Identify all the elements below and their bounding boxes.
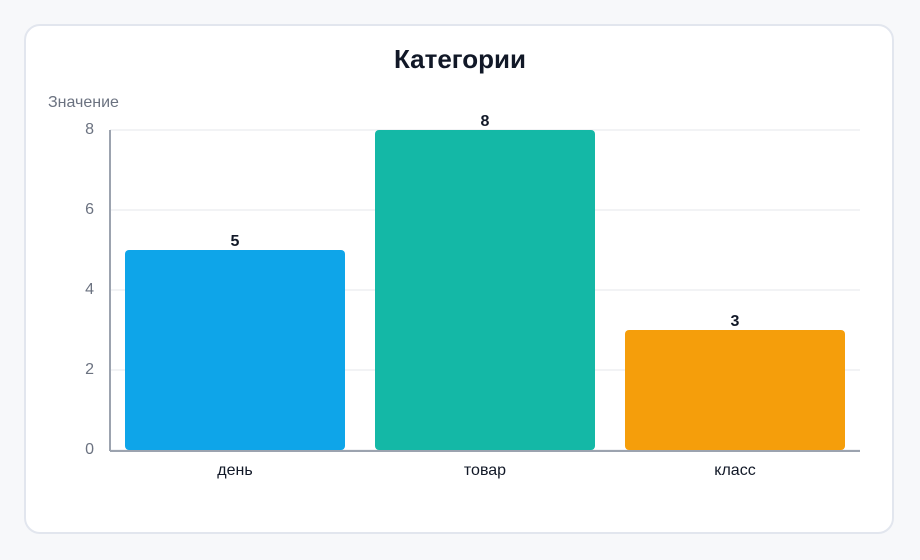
y-tick-label: 4 bbox=[85, 281, 94, 298]
x-tick-label: день bbox=[217, 462, 252, 479]
x-tick-label: товар bbox=[464, 462, 506, 479]
bar bbox=[375, 130, 595, 450]
bar bbox=[125, 250, 345, 450]
x-tick-label: класс bbox=[714, 462, 755, 479]
y-axis-label: Значение bbox=[48, 94, 119, 111]
bar bbox=[625, 330, 845, 450]
y-tick-label: 8 bbox=[85, 121, 94, 138]
value-label: 8 bbox=[481, 113, 490, 130]
y-tick-label: 2 bbox=[85, 361, 94, 378]
y-tick-label: 0 bbox=[85, 441, 94, 458]
y-tick-label: 6 bbox=[85, 201, 94, 218]
value-label: 3 bbox=[731, 313, 740, 330]
value-label: 5 bbox=[231, 233, 240, 250]
chart-title: Категории bbox=[394, 44, 526, 74]
